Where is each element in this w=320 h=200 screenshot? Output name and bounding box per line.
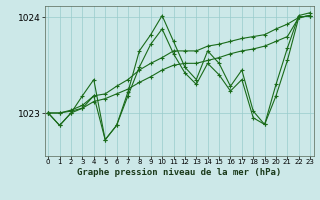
X-axis label: Graphe pression niveau de la mer (hPa): Graphe pression niveau de la mer (hPa) bbox=[77, 168, 281, 177]
